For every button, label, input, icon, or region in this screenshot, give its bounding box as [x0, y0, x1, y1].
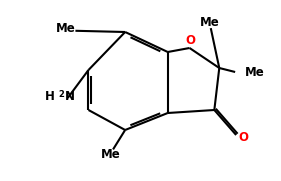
Text: Me: Me: [245, 66, 264, 79]
Text: Me: Me: [200, 16, 219, 28]
Text: Me: Me: [56, 22, 76, 35]
Text: N: N: [65, 90, 75, 103]
Text: Me: Me: [100, 148, 120, 161]
Text: O: O: [185, 34, 195, 47]
Text: O: O: [238, 131, 248, 144]
Text: H: H: [45, 90, 55, 103]
Text: 2: 2: [58, 90, 64, 99]
